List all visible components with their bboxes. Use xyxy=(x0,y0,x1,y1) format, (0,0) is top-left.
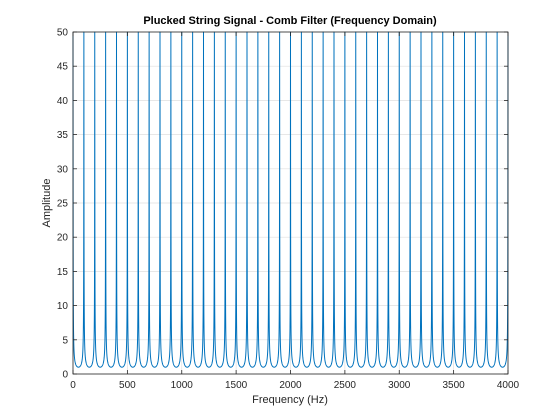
y-tick-label: 0 xyxy=(62,370,68,381)
y-tick-label: 35 xyxy=(57,130,69,141)
x-tick-label: 2500 xyxy=(334,380,357,391)
x-axis-label: Frequency (Hz) xyxy=(252,394,328,406)
y-tick-label: 20 xyxy=(57,233,69,244)
y-tick-label: 15 xyxy=(57,267,69,278)
x-tick-label: 2000 xyxy=(279,380,302,391)
x-tick-label: 3000 xyxy=(388,380,411,391)
y-tick-label: 40 xyxy=(57,96,69,107)
y-tick-label: 45 xyxy=(57,62,69,73)
x-tick-label: 1500 xyxy=(225,380,248,391)
x-tick-label: 4000 xyxy=(497,380,520,391)
y-tick-label: 50 xyxy=(57,28,69,39)
x-tick-label: 500 xyxy=(119,380,136,391)
y-tick-label: 30 xyxy=(57,164,69,175)
y-tick-label: 25 xyxy=(57,199,69,210)
chart-title: Plucked String Signal - Comb Filter (Fre… xyxy=(143,15,437,27)
amplitude-series-line xyxy=(72,31,509,368)
y-tick-label: 5 xyxy=(62,335,68,346)
y-tick-label: 10 xyxy=(57,301,69,312)
plot-lines xyxy=(72,31,509,368)
x-tick-label: 0 xyxy=(70,380,76,391)
x-tick-label: 1000 xyxy=(171,380,194,391)
y-axis-label: Amplitude xyxy=(41,179,53,228)
x-tick-label: 3500 xyxy=(443,380,466,391)
axis-ticks: 0 500 1000 1500 2000 2500 3000 3500 4000 0 5 10 15 20… xyxy=(57,28,520,392)
